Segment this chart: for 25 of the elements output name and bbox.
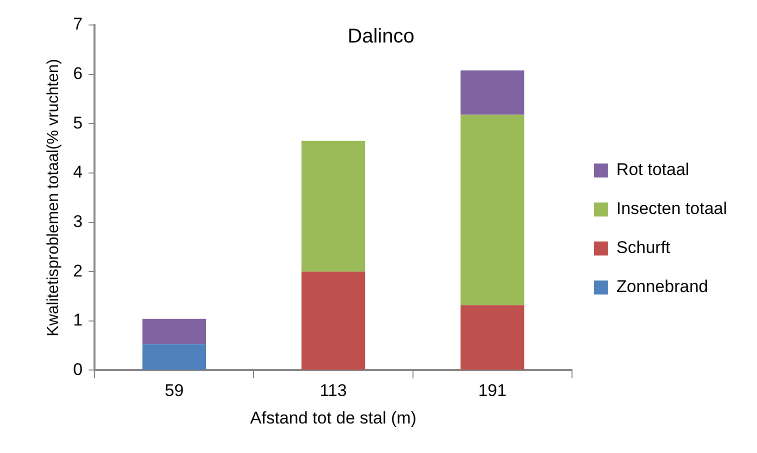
y-tick-label: 4 xyxy=(73,162,83,182)
x-axis-title: Afstand tot de stal (m) xyxy=(250,408,416,428)
x-tick-label: 113 xyxy=(320,381,347,400)
y-tick-label: 6 xyxy=(73,64,83,83)
y-tick-label: 7 xyxy=(73,14,83,34)
legend-label: Insecten totaal xyxy=(616,199,728,218)
x-tick-label: 191 xyxy=(478,381,507,400)
bar xyxy=(460,114,524,306)
y-tick-label: 0 xyxy=(73,360,83,379)
bar xyxy=(142,318,206,344)
bar xyxy=(460,70,524,115)
bar xyxy=(142,344,206,370)
bar xyxy=(301,140,366,272)
y-tick-label: 1 xyxy=(73,310,83,330)
bar xyxy=(301,272,366,370)
chart-title: Dalinco xyxy=(348,26,414,48)
legend-label: Zonnebrand xyxy=(616,277,708,296)
legend-label: Schurft xyxy=(616,238,671,258)
legend-label: Rot totaal xyxy=(616,160,690,180)
y-tick-label: 2 xyxy=(73,261,83,280)
bar xyxy=(460,305,524,370)
y-axis-title: Kwalitetisproblemen totaal(% vruchten) xyxy=(45,58,62,336)
y-tick-label: 5 xyxy=(73,113,83,132)
x-tick-label: 59 xyxy=(164,381,184,400)
y-tick-label: 3 xyxy=(73,212,83,231)
